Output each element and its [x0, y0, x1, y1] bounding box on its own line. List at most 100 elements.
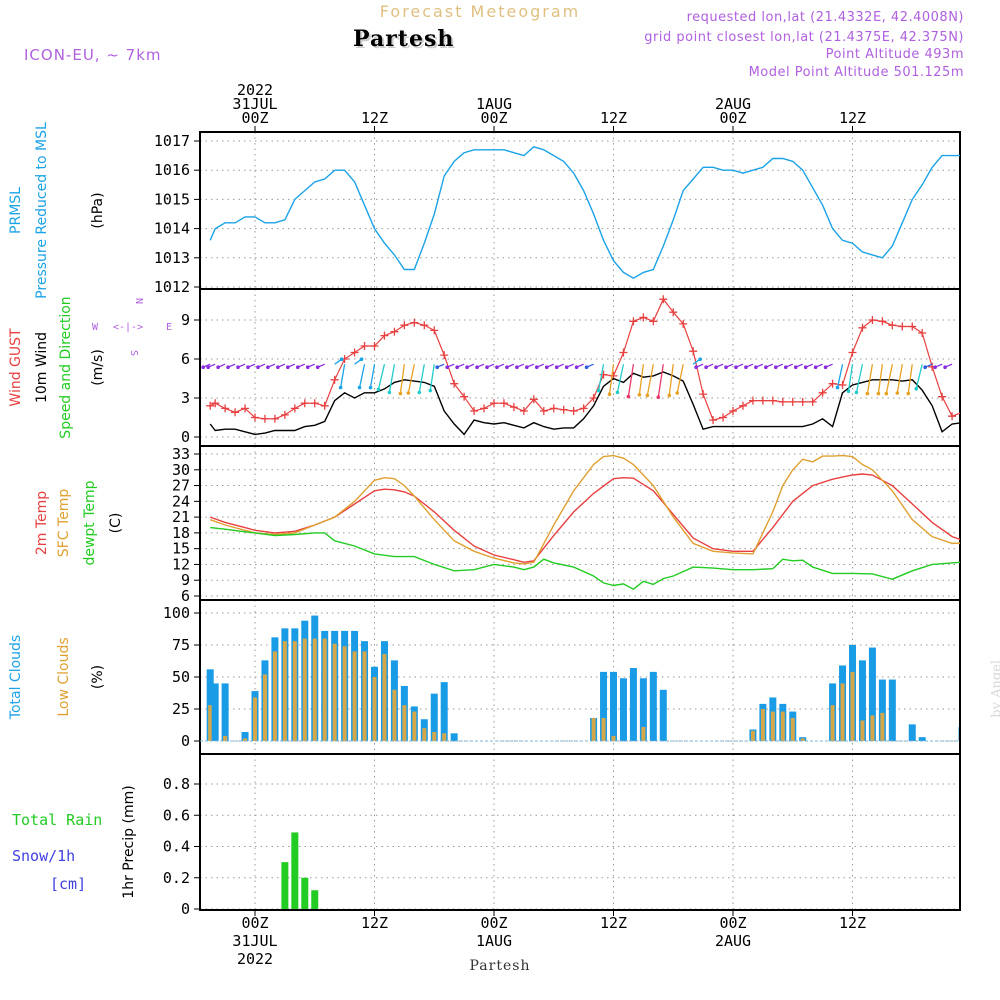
wind-arrow-head: [256, 365, 260, 370]
low-cloud-bar: [322, 638, 327, 741]
gust-marker: [280, 410, 289, 419]
low-cloud-bar: [860, 720, 865, 741]
rain-bar: [311, 890, 319, 909]
x-tick-label-top: 12Z: [361, 109, 388, 127]
panel-label-pressure: PRMSL: [8, 187, 24, 234]
wind-arrow-head: [398, 391, 403, 396]
gust-marker: [270, 414, 279, 423]
model-altitude: Model Point Altitude 501.125m: [748, 65, 964, 80]
wind-arrow-head: [465, 365, 469, 370]
wind-arrow-head: [475, 365, 479, 370]
wind-arrow-head: [764, 365, 768, 370]
total-cloud-bar: [639, 678, 647, 741]
total-cloud-bar: [450, 733, 458, 741]
low-cloud-bar: [262, 674, 267, 741]
low-cloud-bar: [790, 717, 795, 741]
wind-arrow: [399, 364, 406, 394]
gust-marker: [390, 327, 399, 336]
legend-total-rain: Total Rain: [12, 811, 102, 829]
wind-arrow-head: [266, 365, 270, 370]
wind-arrow-head: [276, 365, 280, 370]
total-cloud-bar: [868, 647, 876, 741]
wind-arrow: [339, 364, 346, 388]
panel-frame: [199, 131, 961, 290]
compass-s: S: [128, 350, 139, 356]
gust-marker: [400, 321, 409, 330]
total-cloud-bar: [659, 689, 667, 741]
y-tick-label: 0.8: [163, 775, 190, 793]
gust-marker: [549, 404, 558, 413]
gust-marker: [430, 326, 439, 335]
total-cloud-bar: [619, 678, 627, 741]
wind-arrow-head: [236, 365, 240, 370]
wind-arrow-head: [626, 394, 631, 399]
wind-arrow-head: [246, 365, 250, 370]
total-cloud-bar: [908, 724, 916, 741]
low-cloud-bar: [641, 726, 646, 741]
wind-speed-line: [209, 371, 960, 436]
low-cloud-bar: [342, 646, 347, 741]
low-cloud-bar: [362, 651, 367, 741]
wind-arrow-head: [544, 365, 549, 370]
gust-marker: [778, 397, 787, 406]
x-tick-label-bottom: 12Z: [839, 914, 866, 932]
unit-label-clouds: (%): [90, 665, 106, 689]
gust-marker: [828, 379, 837, 388]
point-altitude: Point Altitude 493m: [825, 47, 964, 62]
wind-arrow-head: [435, 365, 440, 370]
wind-arrow: [418, 364, 425, 393]
gust-marker: [798, 397, 807, 406]
y-tick-label: 1017: [154, 132, 190, 150]
gust-marker: [519, 407, 528, 415]
wind-arrow-head: [724, 365, 728, 370]
gust-marker: [480, 404, 489, 413]
gust-marker: [709, 416, 718, 425]
low-cloud-bar: [332, 643, 337, 741]
gust-marker: [529, 395, 538, 404]
gust-marker: [888, 321, 897, 330]
gust-marker: [350, 348, 359, 357]
wind-arrow: [358, 364, 366, 388]
y-tick-label: 6: [181, 350, 190, 368]
x-tick-label-bottom: 12Z: [600, 914, 627, 932]
gust-marker: [231, 408, 240, 417]
y-tick-label: 33: [172, 445, 190, 463]
wind-arrow-head: [714, 365, 718, 370]
x-tick-label-top: 31JUL: [232, 95, 277, 113]
y-tick-label: 9: [181, 571, 190, 589]
wind-arrow-head: [206, 365, 210, 370]
panel-label-pressure: Pressure Reduced to MSL: [34, 122, 50, 299]
wind-arrow: [388, 364, 396, 393]
model-name: ICON-EU, ~ 7km: [24, 46, 162, 64]
gust-marker: [499, 399, 508, 408]
wind-arrow: [885, 364, 893, 394]
wind-arrow: [597, 364, 605, 391]
unit-label-precip: 1hr Precip (mm): [121, 785, 137, 898]
gust-marker: [460, 392, 469, 401]
total-cloud-bar: [241, 732, 249, 741]
x-tick-label-bottom: 12Z: [361, 914, 388, 932]
gust-marker: [310, 399, 319, 408]
wind-arrow: [855, 364, 864, 393]
low-cloud-bar: [352, 651, 357, 741]
footer-location: Partesh: [469, 958, 531, 974]
gust-marker: [948, 412, 957, 421]
wind-arrow-head: [564, 365, 569, 370]
requested-coords: requested lon,lat (21.4332E, 42.4008N): [686, 10, 964, 25]
wind-arrow: [407, 364, 415, 394]
wind-arrow: [676, 364, 684, 394]
low-cloud-bar: [412, 711, 417, 741]
gust-marker: [649, 317, 658, 326]
gust-marker: [729, 407, 737, 415]
total-cloud-bar: [858, 660, 866, 741]
x-tick-label-bottom: 00Z: [719, 914, 746, 932]
gust-marker: [838, 381, 847, 389]
y-tick-label: 0.6: [163, 806, 190, 824]
wind-arrow-head: [698, 357, 702, 362]
compass-arrow: <-|->: [113, 322, 143, 333]
wind-arrow-head: [607, 392, 612, 397]
wind-arrow-head: [515, 365, 519, 370]
y-tick-label: 1012: [154, 278, 190, 296]
x-tick-label-top: 00Z: [241, 109, 268, 127]
low-cloud-bar: [372, 677, 377, 741]
